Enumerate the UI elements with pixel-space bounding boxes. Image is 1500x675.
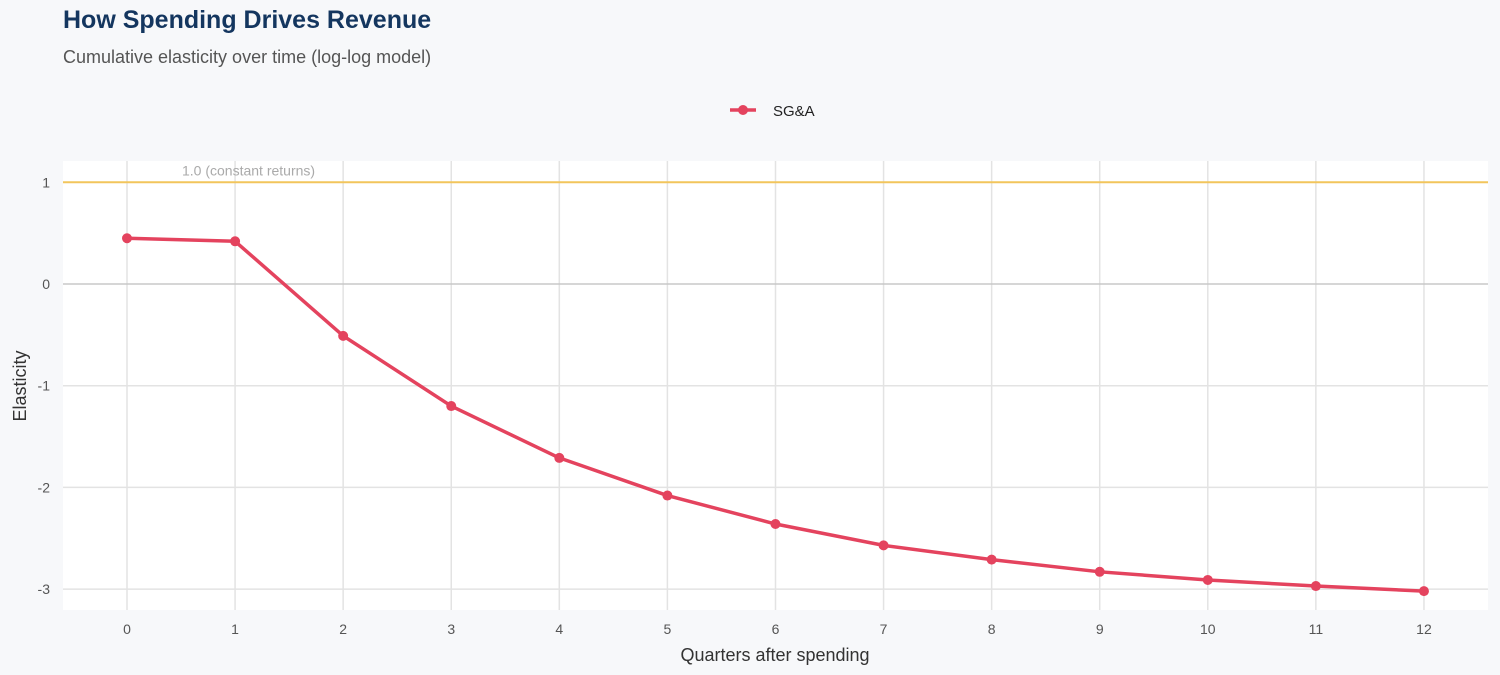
legend-label: SG&A: [773, 103, 815, 120]
data-point: [122, 233, 132, 244]
data-point: [230, 236, 241, 247]
y-tick-label: -1: [38, 378, 51, 394]
x-tick-label: 0: [123, 621, 131, 637]
y-tick-label: 1: [42, 174, 50, 190]
legend: SG&A: [730, 103, 815, 120]
x-tick-label: 7: [880, 621, 888, 637]
data-point: [770, 519, 781, 530]
data-point: [446, 401, 457, 412]
y-tick-label: -3: [38, 581, 51, 597]
legend-marker: [738, 105, 748, 115]
y-axis-label: Elasticity: [10, 350, 30, 421]
x-tick-label: 12: [1416, 621, 1432, 637]
chart-title: How Spending Drives Revenue: [63, 6, 432, 34]
y-tick-label: 0: [42, 276, 50, 292]
data-point: [878, 540, 889, 551]
data-point: [1094, 566, 1105, 577]
x-tick-label: 4: [555, 621, 563, 637]
data-point: [662, 490, 673, 501]
x-tick-label: 11: [1309, 621, 1324, 637]
x-tick-label: 8: [988, 621, 996, 637]
x-tick-label: 9: [1096, 621, 1104, 637]
x-tick-label: 3: [447, 621, 455, 637]
x-tick-label: 5: [664, 621, 672, 637]
x-axis-label: Quarters after spending: [680, 645, 869, 665]
x-tick-label: 10: [1200, 621, 1216, 637]
data-point: [986, 554, 997, 565]
reference-line-label: 1.0 (constant returns): [182, 162, 315, 178]
data-point: [1418, 586, 1429, 597]
data-point: [554, 452, 565, 463]
x-tick-label: 6: [772, 621, 780, 637]
y-tick-label: -2: [38, 479, 51, 495]
data-point: [338, 330, 349, 341]
x-tick-label: 1: [231, 621, 239, 637]
x-tick-label: 2: [339, 621, 347, 637]
chart-subtitle: Cumulative elasticity over time (log-log…: [63, 47, 432, 67]
data-point: [1202, 574, 1213, 585]
data-point: [1310, 581, 1321, 592]
